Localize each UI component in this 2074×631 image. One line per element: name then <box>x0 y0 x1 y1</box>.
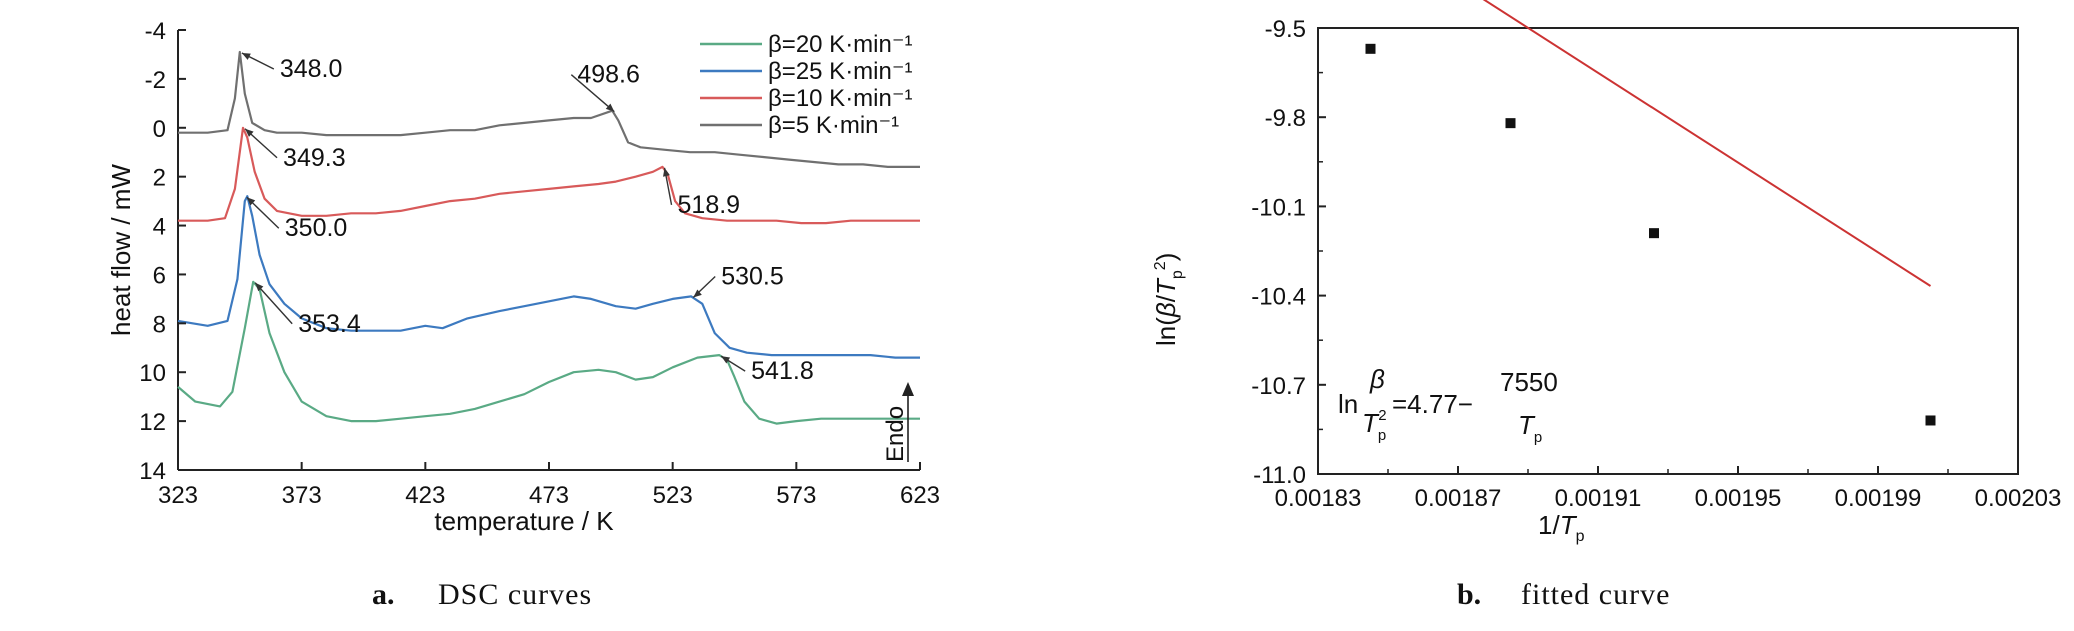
eq-rhs: =4.77− <box>1392 389 1473 419</box>
annotation-arrow <box>254 282 293 325</box>
fit-points-group <box>1365 43 1936 426</box>
annotation-label: 348.0 <box>280 55 343 83</box>
eq-7550: 7550 <box>1500 367 1558 397</box>
dsc-y-axis-title: heat flow / mW <box>106 164 136 336</box>
fit-data-point <box>1925 415 1936 426</box>
dsc-y-tick-label: 14 <box>139 458 166 485</box>
annotation-arrowhead <box>663 167 670 177</box>
fit-regression-line <box>1482 0 1932 287</box>
fit-y-tick-label: -10.1 <box>1251 194 1306 221</box>
fit-y-tick-label: -11.0 <box>1253 462 1306 489</box>
endo-indicator: Endo <box>882 382 914 462</box>
fit-x-tick-label: 0.00187 <box>1415 485 1502 512</box>
dsc-y-tick-label: 4 <box>153 214 166 241</box>
fit-x-axis-title: 1/Tp <box>1538 510 1585 545</box>
dsc-y-tick-label: 0 <box>153 116 166 143</box>
annotation-label: 350.0 <box>285 214 348 242</box>
legend-label: β=10 K·min⁻¹ <box>768 85 913 112</box>
annotation-arrowhead <box>693 289 702 298</box>
fit-data-point <box>1365 43 1376 54</box>
caption-a: a. DSC curves <box>372 578 592 611</box>
fit-y-axis-title: ln(β/Tp2) <box>1151 253 1186 346</box>
fit-x-tick-label: 0.00183 <box>1275 485 1362 512</box>
legend-label: β=20 K·min⁻¹ <box>768 31 913 58</box>
fit-y-tick-label: -9.5 <box>1265 16 1306 43</box>
dsc-series-line <box>178 50 920 168</box>
dsc-x-tick-label: 323 <box>158 482 198 509</box>
dsc-series-line <box>178 126 920 225</box>
dsc-y-tick-label: 2 <box>153 165 166 192</box>
dsc-x-tick-label: 373 <box>282 482 322 509</box>
fit-x-tick-label: 0.00203 <box>1975 485 2062 512</box>
fit-equation: lnβ Tp2 =4.77− 7550 Tp <box>1338 364 1558 446</box>
caption-a-letter: a. <box>372 578 395 611</box>
eq-tp2: Tp2 <box>1362 407 1387 444</box>
fit-data-point <box>1505 118 1516 129</box>
dsc-x-tick-label: 573 <box>776 482 816 509</box>
caption-b-letter: b. <box>1457 578 1481 611</box>
dsc-y-tick-label: -2 <box>145 67 166 94</box>
annotation-label: 353.4 <box>298 310 361 338</box>
annotation-arrowhead <box>721 356 731 364</box>
dsc-x-tick-label: 523 <box>653 482 693 509</box>
dsc-series-line <box>177 195 920 359</box>
dsc-y-tick-label: 12 <box>139 409 166 436</box>
dsc-y-tick-label: 8 <box>153 311 166 338</box>
dsc-x-axis-title: temperature / K <box>434 506 614 536</box>
fit-line-group <box>1482 0 1932 287</box>
dsc-x-tick-label: 423 <box>405 482 445 509</box>
dsc-y-tick-label: -4 <box>145 18 166 45</box>
dsc-tick-labels: 323 373 423 473 523 573 623 -4 -2 0 2 4 6 8 10 12 14 <box>139 18 940 509</box>
fit-y-tick-label: -10.7 <box>1251 373 1306 400</box>
annotation-arrow <box>570 74 615 113</box>
annotation-arrowhead <box>241 53 251 60</box>
endo-arrow-head <box>902 382 914 396</box>
fit-x-label-text: 1/Tp <box>1538 510 1585 545</box>
legend-label: β=5 K·min⁻¹ <box>768 112 899 139</box>
annotation-label: 349.3 <box>283 144 346 172</box>
annotation-arrowhead <box>605 103 615 112</box>
legend-label: β=25 K·min⁻¹ <box>768 58 913 85</box>
dsc-x-tick-label: 623 <box>900 482 940 509</box>
eq-beta: β <box>1369 364 1385 394</box>
caption-b: b. fitted curve <box>1457 578 1670 611</box>
fit-x-tick-label: 0.00191 <box>1555 485 1642 512</box>
annotation-arrowhead <box>246 197 256 206</box>
dsc-legend: β=20 K·min⁻¹β=25 K·min⁻¹β=10 K·min⁻¹β=5 … <box>700 31 913 139</box>
caption-a-text: DSC curves <box>438 578 592 611</box>
fit-x-tick-label: 0.00195 <box>1695 485 1782 512</box>
caption-b-text: fitted curve <box>1521 578 1670 611</box>
fit-x-tick-label: 0.00199 <box>1835 485 1922 512</box>
annotation-label: 541.8 <box>751 357 814 385</box>
dsc-series-line <box>177 280 920 425</box>
fit-y-label-text: ln(β/Tp2) <box>1151 253 1186 346</box>
annotation-arrowhead <box>245 128 254 137</box>
fit-chart: 0.00183 0.00187 0.00191 0.00195 0.00199 0.002… <box>1151 0 2061 545</box>
fit-y-tick-label: -10.4 <box>1251 284 1306 311</box>
dsc-y-tick-label: 6 <box>153 262 166 289</box>
dsc-annotations: 348.0 349.3 350.0 353.4 498.6 518.9 530.5 541.8 <box>241 52 814 385</box>
annotation-label: 530.5 <box>721 262 784 290</box>
annotation-arrowhead <box>255 282 264 292</box>
dsc-chart: 348.0 349.3 350.0 353.4 498.6 518.9 530.5 541.8… <box>106 18 940 536</box>
fit-data-point <box>1649 228 1659 239</box>
annotation-label: 518.9 <box>678 191 741 219</box>
annotation-label: 498.6 <box>577 61 640 89</box>
fit-tick-labels: 0.00183 0.00187 0.00191 0.00195 0.00199 0.002… <box>1251 16 2061 512</box>
dsc-series-group <box>177 50 920 425</box>
dsc-y-tick-label: 10 <box>139 360 166 387</box>
endo-label: Endo <box>882 406 909 462</box>
eq-ln: ln <box>1338 389 1358 419</box>
dsc-x-tick-label: 473 <box>529 482 569 509</box>
fit-y-tick-label: -9.8 <box>1265 105 1306 132</box>
eq-tp: Tp <box>1518 410 1542 446</box>
